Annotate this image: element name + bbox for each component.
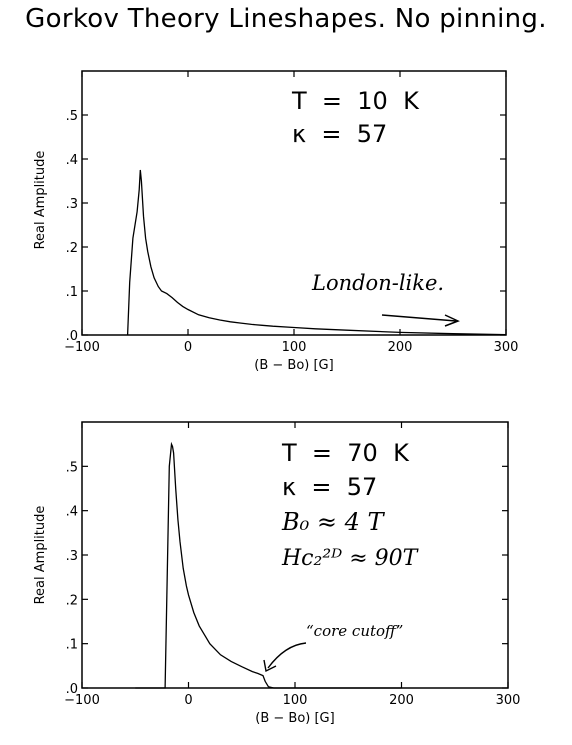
- x-tick-label: 200: [389, 693, 414, 708]
- bottom-chart: −100 0 100 200 300 .0 .1 .2 .3 .4 .5 (B − Bo) [G]…: [33, 421, 520, 726]
- x-axis-label: (B − Bo) [G]: [255, 711, 334, 726]
- x-tick-label: −100: [64, 693, 100, 708]
- y-tick-label: .0: [66, 329, 78, 344]
- y-tick-label: .2: [66, 593, 78, 608]
- y-tick-label: .0: [66, 682, 78, 697]
- kappa-annotation: κ = 57: [282, 473, 377, 501]
- y-tick-label: .1: [66, 285, 78, 300]
- x-tick-label: 0: [184, 340, 192, 355]
- hc2-annotation: Hc₂²ᴰ ≈ 90T: [281, 546, 420, 571]
- arrow-curved-icon: [263, 642, 307, 673]
- lineshape-curve: [126, 169, 507, 336]
- x-ticks: −100 0 100 200 300: [64, 422, 520, 708]
- y-tick-label: .4: [66, 505, 78, 520]
- x-tick-label: 100: [283, 693, 308, 708]
- x-axis-label: (B − Bo) [G]: [254, 358, 333, 373]
- page-title: Gorkov Theory Lineshapes. No pinning.: [25, 4, 547, 34]
- y-tick-label: .3: [66, 549, 78, 564]
- y-ticks: .0 .1 .2 .3 .4 .5: [66, 109, 506, 344]
- y-axis-label: Real Amplitude: [33, 151, 48, 250]
- lineshape-curve: [135, 441, 402, 689]
- y-axis-label: Real Amplitude: [33, 506, 48, 605]
- field-annotation: B₀ ≈ 4 T: [281, 508, 386, 536]
- y-tick-label: .2: [66, 241, 78, 256]
- kappa-annotation: κ = 57: [292, 120, 387, 148]
- y-tick-label: .5: [66, 109, 78, 124]
- y-tick-label: .4: [66, 153, 78, 168]
- y-tick-label: .1: [66, 638, 78, 653]
- x-ticks: −100 0 100 200 300: [64, 71, 518, 355]
- temperature-annotation: T = 70 K: [281, 439, 410, 467]
- x-tick-label: −100: [64, 340, 100, 355]
- x-tick-label: 0: [184, 693, 192, 708]
- top-chart: −100 0 100 200 300 .0 .1 .2 .3 .4 .5 (B − Bo) [G]…: [33, 70, 518, 373]
- arrow-right-icon: [381, 314, 460, 327]
- y-tick-label: .5: [66, 460, 78, 475]
- london-like-annotation: London-like.: [311, 271, 444, 295]
- core-cutoff-annotation: “core cutoff”: [306, 622, 403, 640]
- temperature-annotation: T = 10 K: [291, 87, 420, 115]
- y-tick-label: .3: [66, 197, 78, 212]
- y-ticks: .0 .1 .2 .3 .4 .5: [66, 460, 508, 697]
- x-tick-label: 300: [494, 340, 519, 355]
- x-tick-label: 300: [496, 693, 521, 708]
- x-tick-label: 100: [282, 340, 307, 355]
- x-tick-label: 200: [388, 340, 413, 355]
